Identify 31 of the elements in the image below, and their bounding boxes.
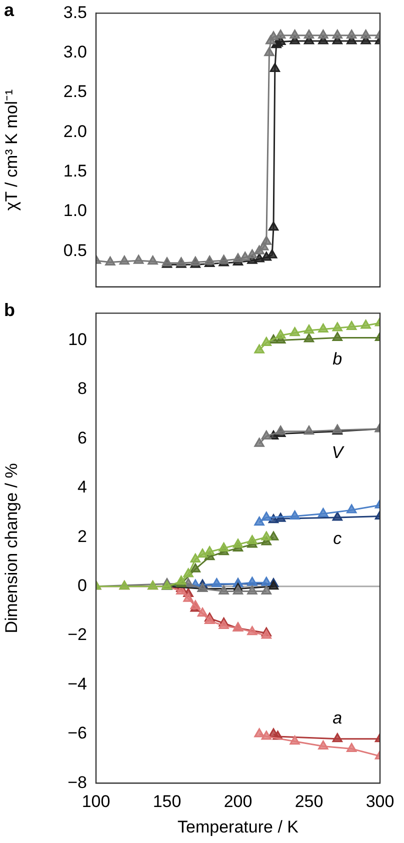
x-tick-label: 200 xyxy=(224,792,252,812)
y-tick-label: −8 xyxy=(68,772,87,792)
y-tick-label: 1.0 xyxy=(63,201,87,220)
series-label: a xyxy=(332,708,342,728)
y-tick-label: 2.5 xyxy=(63,82,87,102)
y-tick-label: 2.0 xyxy=(63,122,87,141)
y-tick-label: 0 xyxy=(78,576,87,596)
x-tick-label: 150 xyxy=(152,792,182,812)
series-label: c xyxy=(333,529,342,548)
x-tick-label: 100 xyxy=(82,792,110,812)
chart-title: a xyxy=(4,0,15,20)
series-label: b xyxy=(332,350,342,369)
y-tick-label: 8 xyxy=(78,379,87,398)
y-tick-label: −2 xyxy=(68,625,87,644)
y-tick-label: 0.5 xyxy=(63,240,87,260)
series-label: V xyxy=(332,443,345,462)
y-tick-label: 3.5 xyxy=(63,2,87,22)
y-tick-label: 2 xyxy=(78,526,87,546)
y-tick-label: −6 xyxy=(68,724,87,743)
x-tick-label: 250 xyxy=(294,792,324,812)
y-tick-label: 3.0 xyxy=(63,42,87,62)
y-tick-label: 1.5 xyxy=(63,161,87,180)
y-tick-label: −4 xyxy=(68,674,87,694)
chart-title: b xyxy=(4,300,15,320)
x-tick-label: 300 xyxy=(366,792,394,812)
y-tick-label: 10 xyxy=(68,330,87,349)
y-axis-title: Dimension change / % xyxy=(2,463,21,634)
y-tick-label: 6 xyxy=(78,428,87,448)
y-tick-label: 4 xyxy=(78,478,87,497)
x-axis-title: Temperature / K xyxy=(178,817,300,836)
y-axis-title: χT / cm³ K mol⁻¹ xyxy=(2,89,21,211)
